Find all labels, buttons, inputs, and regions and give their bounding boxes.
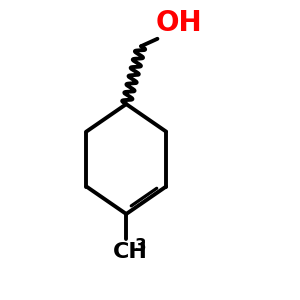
Text: OH: OH — [156, 9, 202, 37]
Text: CH: CH — [113, 242, 148, 262]
Text: 3: 3 — [135, 237, 146, 255]
